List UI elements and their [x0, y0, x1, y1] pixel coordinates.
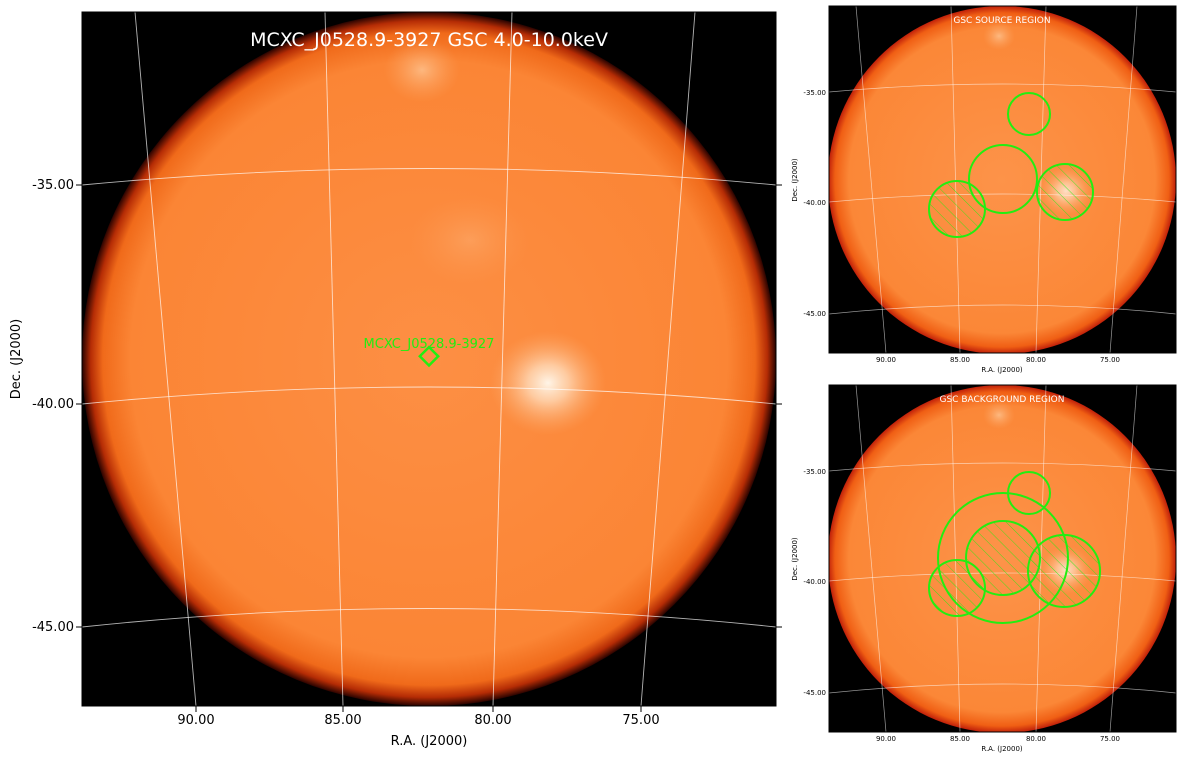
source-xtick-label: 85.00 — [950, 356, 970, 364]
background-region-circle — [1007, 471, 1051, 515]
source-panel-title: GSC SOURCE REGION — [953, 16, 1050, 26]
excluded-region-circle — [928, 559, 986, 617]
main-xtick-label: 80.00 — [474, 713, 511, 728]
source-coordinate-grid — [829, 6, 1176, 353]
main-ytick-label: -45.00 — [32, 620, 74, 635]
main-image-panel: MCXC_J0528.9-3927 GSC 4.0-10.0keV MCXC_J… — [9, 11, 782, 749]
background-ytick-label: -40.00 — [803, 578, 826, 586]
source-panel-frame — [828, 5, 1177, 354]
main-ytick-label: -35.00 — [32, 178, 74, 193]
background-ytick-label: -35.00 — [803, 468, 826, 476]
main-faint-emission — [410, 195, 530, 285]
background-xtick-label: 85.00 — [950, 735, 970, 743]
source-marker-diamond — [418, 345, 440, 368]
excluded-region-circle — [1036, 163, 1094, 221]
main-xtick-label: 90.00 — [177, 713, 214, 728]
background-xtick-label: 75.00 — [1100, 735, 1120, 743]
source-xtick-label: 90.00 — [876, 356, 896, 364]
excluded-region-circle — [928, 180, 986, 238]
background-panel-frame — [828, 384, 1177, 733]
main-sky-disk — [82, 12, 776, 706]
main-yaxis-label: Dec. (J2000) — [9, 319, 24, 399]
source-xtick-label: 80.00 — [1026, 356, 1046, 364]
source-faint-source — [983, 22, 1015, 50]
main-frame — [81, 11, 777, 707]
source-ytick-label: -40.00 — [803, 199, 826, 207]
source-ytick-label: -45.00 — [803, 310, 826, 318]
main-coordinate-grid — [82, 12, 776, 706]
source-sky-disk — [829, 6, 1176, 353]
source-yaxis-label: Dec. (J2000) — [791, 158, 799, 202]
background-panel-title: GSC BACKGROUND REGION — [940, 395, 1065, 405]
main-ticks — [76, 184, 782, 712]
source-marker-label: MCXC_J0528.9-3927 — [364, 337, 495, 352]
source-xtick-label: 75.00 — [1100, 356, 1120, 364]
excluded-region-circle — [1027, 534, 1101, 608]
source-region-circle — [1007, 92, 1051, 136]
background-xaxis-label: R.A. (J2000) — [981, 745, 1023, 753]
main-xtick-label: 85.00 — [324, 713, 361, 728]
main-title: MCXC_J0528.9-3927 GSC 4.0-10.0keV — [250, 29, 608, 51]
source-xaxis-label: R.A. (J2000) — [981, 366, 1023, 374]
background-ytick-label: -45.00 — [803, 689, 826, 697]
main-xaxis-label: R.A. (J2000) — [391, 734, 468, 749]
background-xtick-label: 80.00 — [1026, 735, 1046, 743]
source-region-circle — [968, 144, 1038, 214]
main-faint-source — [384, 38, 460, 102]
background-xtick-label: 90.00 — [876, 735, 896, 743]
main-xtick-label: 75.00 — [622, 713, 659, 728]
main-ytick-label: -40.00 — [32, 397, 74, 412]
background-faint-source — [983, 401, 1015, 429]
source-region-panel: GSC SOURCE REGION 90.00 85.00 80.00 75.0… — [791, 5, 1177, 374]
source-ytick-label: -35.00 — [803, 89, 826, 97]
main-bright-source — [490, 331, 606, 435]
background-yaxis-label: Dec. (J2000) — [791, 537, 799, 581]
background-region-panel: GSC BACKGROUND REGION 90.00 85.00 80.00 … — [791, 384, 1177, 753]
